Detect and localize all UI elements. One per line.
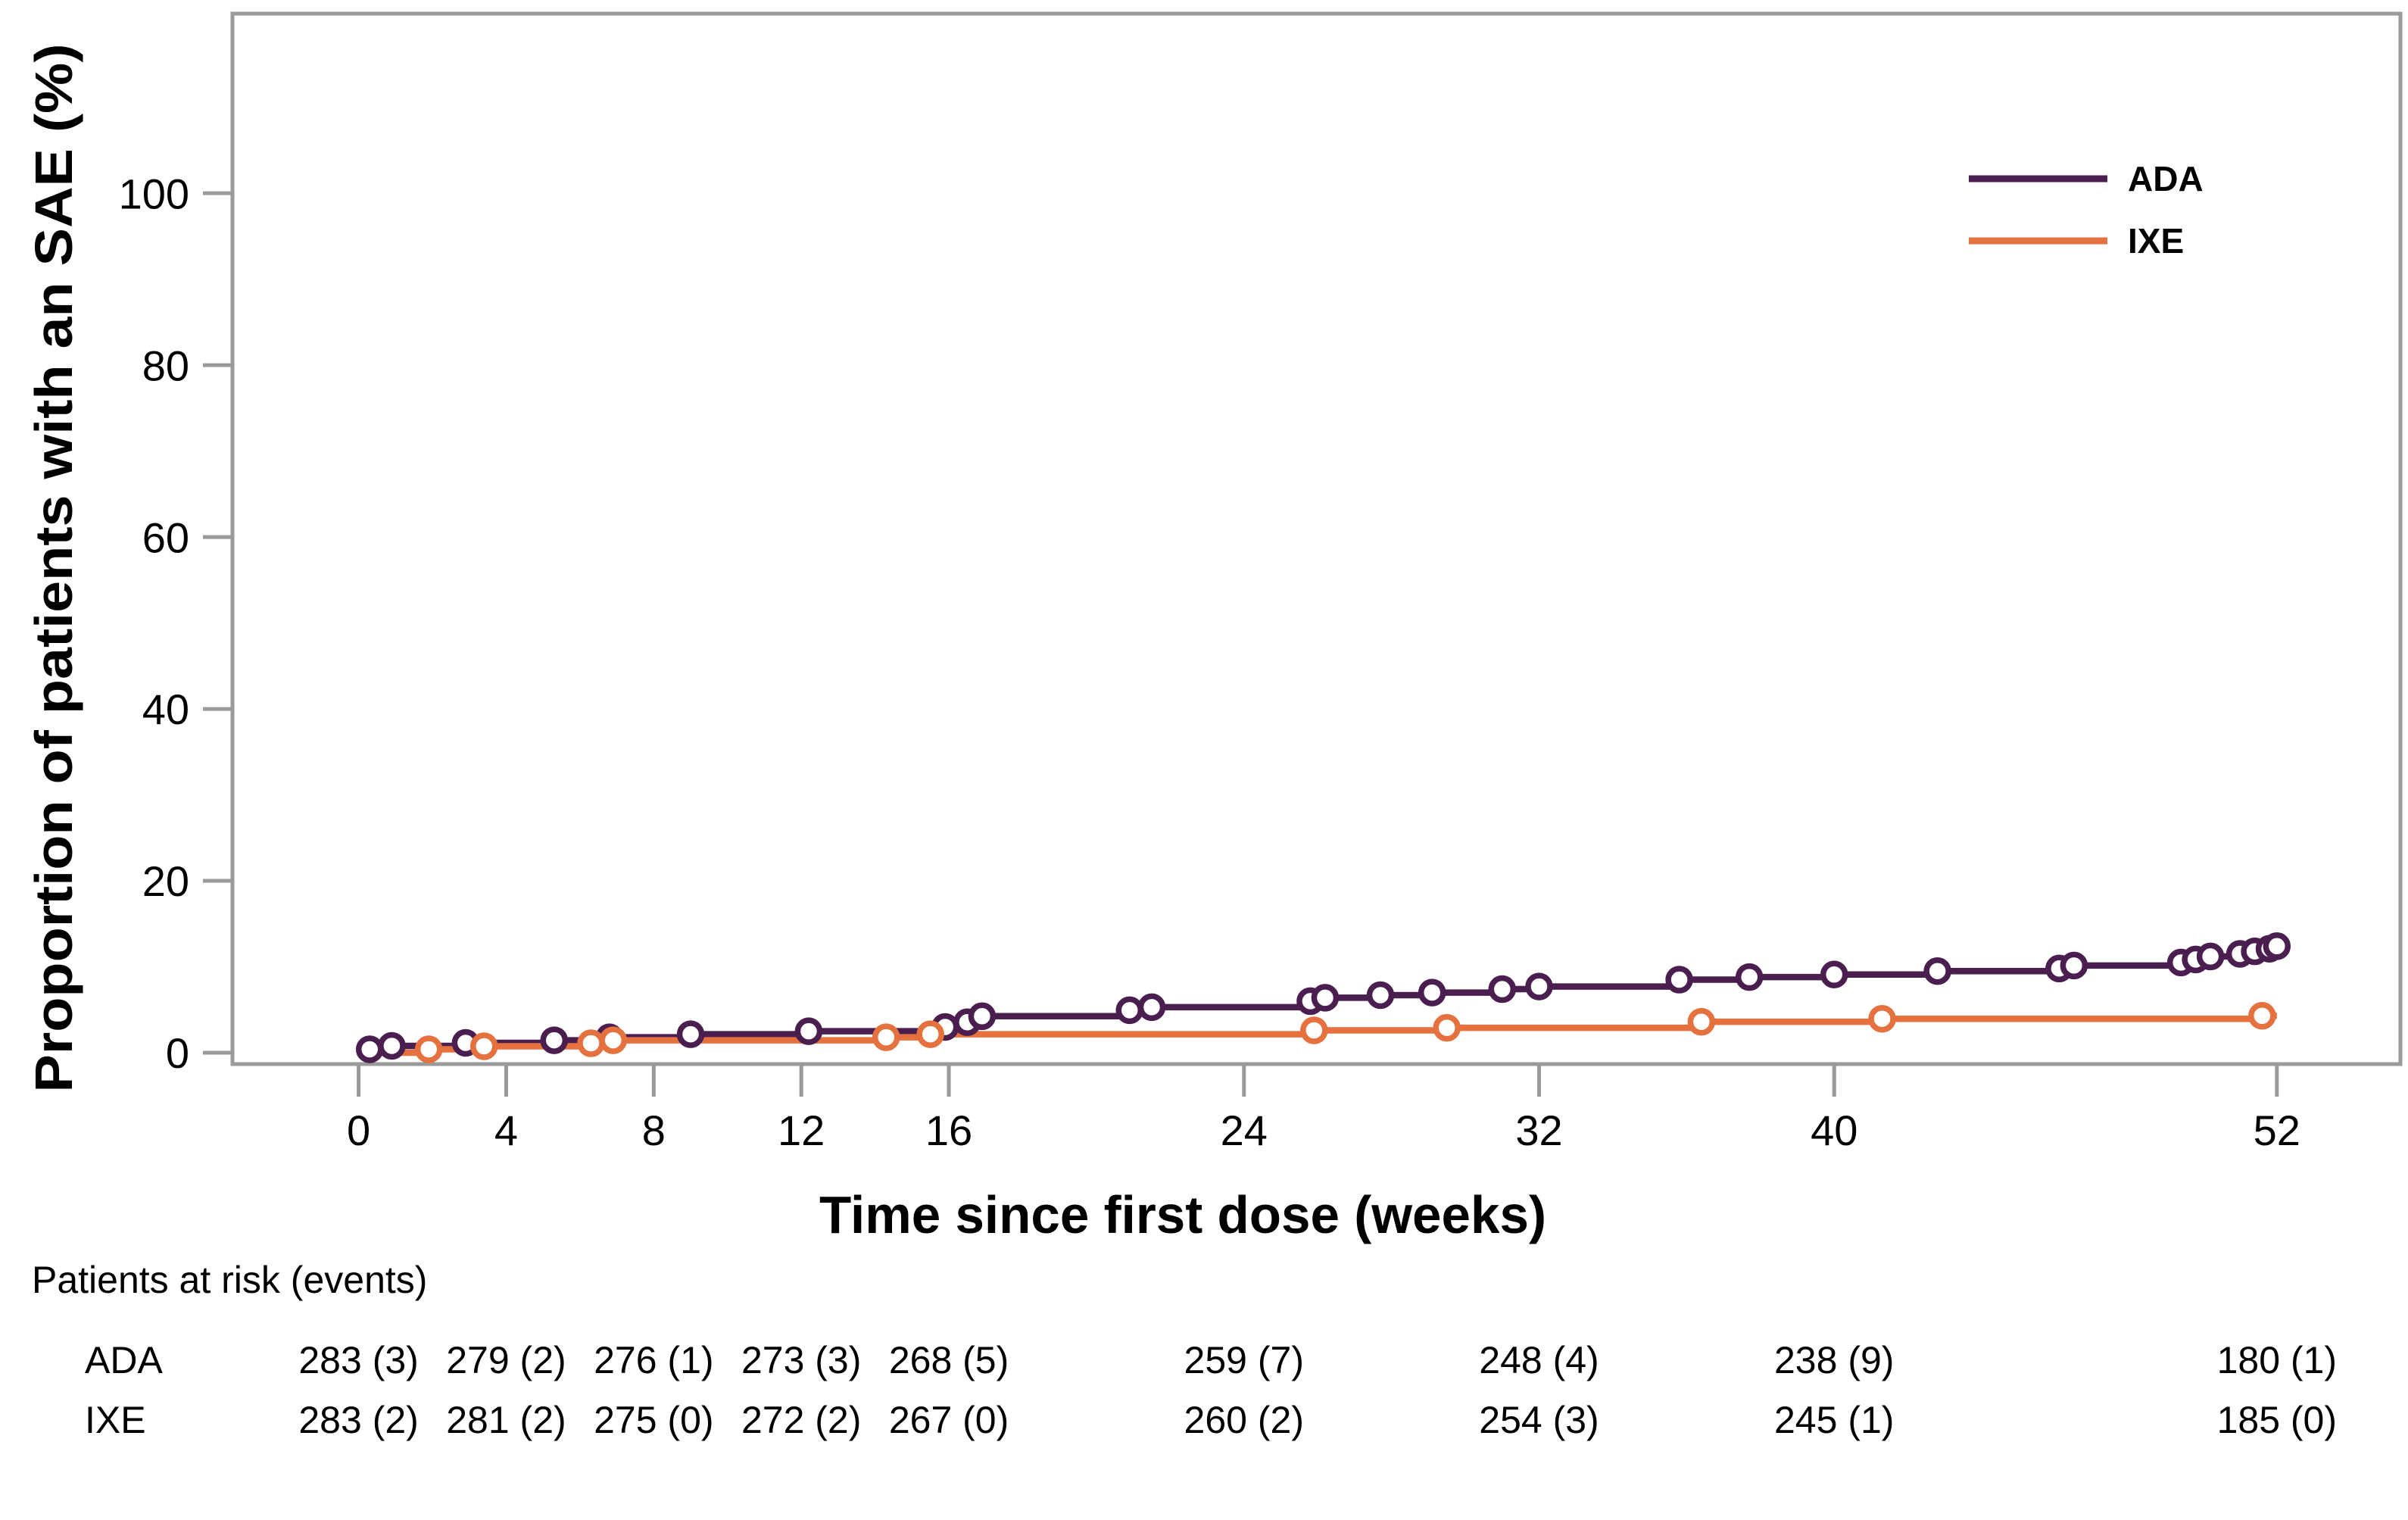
at-risk-value: 281 (2) [446,1399,566,1441]
event-marker-ada [1418,978,1446,1007]
x-tick-label: 8 [642,1106,666,1154]
at-risk-value: 283 (3) [298,1339,418,1381]
at-risk-row-label: IXE [85,1399,146,1441]
x-tick-label: 24 [1221,1106,1268,1154]
x-tick-label: 16 [925,1106,972,1154]
at-risk-value: 238 (9) [1774,1339,1894,1381]
at-risk-row-label: ADA [85,1339,163,1381]
event-marker-ixe [1687,1007,1716,1036]
event-marker-ixe [577,1029,605,1057]
event-marker-ada [2196,942,2225,971]
event-marker-ada [2060,951,2088,980]
at-risk-header: Patients at risk (events) [32,1259,427,1301]
y-axis: 0 20 40 60 80 100 [119,170,232,1077]
event-marker-ixe [916,1020,944,1048]
x-tick-label: 12 [778,1106,825,1154]
series-markers-ixe [414,1001,2276,1063]
event-marker-ada [1735,963,1764,991]
at-risk-value: 273 (3) [741,1339,861,1381]
event-marker-ixe [1433,1013,1461,1042]
event-marker-ada [676,1020,705,1048]
event-marker-ada [1923,957,1951,985]
at-risk-value: 276 (1) [594,1339,713,1381]
legend-entry-ada: ADA [1969,159,2204,198]
event-marker-ada [1311,984,1340,1012]
at-risk-value: 259 (7) [1184,1339,1304,1381]
event-marker-ada [794,1017,823,1045]
y-tick-label: 0 [166,1029,189,1077]
y-tick-label: 100 [119,170,189,217]
event-marker-ada [378,1032,406,1060]
legend-entry-ixe: IXE [1969,221,2184,261]
at-risk-value: 275 (0) [594,1399,713,1441]
event-marker-ada [2263,932,2291,960]
x-tick-label: 40 [1811,1106,1857,1154]
at-risk-value: 185 (0) [2217,1399,2337,1441]
at-risk-row-ixe: IXE 283 (2) 281 (2) 275 (0) 272 (2) 267 (0) 26… [85,1399,2337,1441]
event-marker-ixe [2248,1001,2276,1030]
event-marker-ixe [469,1032,498,1060]
x-tick-label: 4 [494,1106,518,1154]
at-risk-table: Patients at risk (events) ADA 283 (3) 279 (… [32,1259,2337,1441]
event-marker-ixe [872,1023,900,1051]
event-marker-ada [1665,966,1693,994]
event-marker-ada [1137,993,1166,1022]
legend: ADA IXE [1969,159,2204,261]
legend-label-ixe: IXE [2128,221,2184,261]
at-risk-value: 245 (1) [1774,1399,1894,1441]
event-marker-ada [1525,972,1553,1000]
event-marker-ada [1820,960,1848,988]
at-risk-value: 283 (2) [298,1399,418,1441]
y-tick-label: 20 [142,857,189,905]
x-tick-label: 0 [347,1106,370,1154]
at-risk-value: 260 (2) [1184,1399,1304,1441]
at-risk-value: 272 (2) [741,1399,861,1441]
at-risk-row-ada: ADA 283 (3) 279 (2) 276 (1) 273 (3) 268 (5) 25… [85,1339,2337,1381]
event-marker-ixe [599,1026,627,1054]
x-tick-label: 32 [1515,1106,1562,1154]
event-marker-ada [1488,975,1517,1003]
y-axis-title: Proportion of patients with an SAE (%) [24,44,83,1093]
event-marker-ada [1115,996,1144,1025]
at-risk-value: 254 (3) [1479,1399,1599,1441]
event-marker-ixe [1300,1016,1328,1044]
event-marker-ada [540,1026,569,1054]
x-tick-label: 52 [2254,1106,2300,1154]
y-tick-label: 40 [142,685,189,733]
legend-label-ada: ADA [2128,159,2204,198]
at-risk-value: 268 (5) [889,1339,1009,1381]
y-tick-label: 60 [142,513,189,561]
y-tick-label: 80 [142,342,189,389]
at-risk-value: 248 (4) [1479,1339,1599,1381]
event-marker-ixe [1868,1004,1896,1033]
event-marker-ada [355,1035,384,1063]
x-axis: 0 4 8 12 16 24 32 40 52 [347,1064,2300,1154]
x-axis-title: Time since first dose (weeks) [819,1185,1546,1244]
at-risk-value: 279 (2) [446,1339,566,1381]
event-marker-ada [968,1002,997,1031]
plot-frame [230,11,2403,1066]
at-risk-value: 180 (1) [2217,1339,2337,1381]
event-marker-ada [1366,981,1395,1010]
event-marker-ixe [414,1035,443,1063]
at-risk-value: 267 (0) [889,1399,1009,1441]
